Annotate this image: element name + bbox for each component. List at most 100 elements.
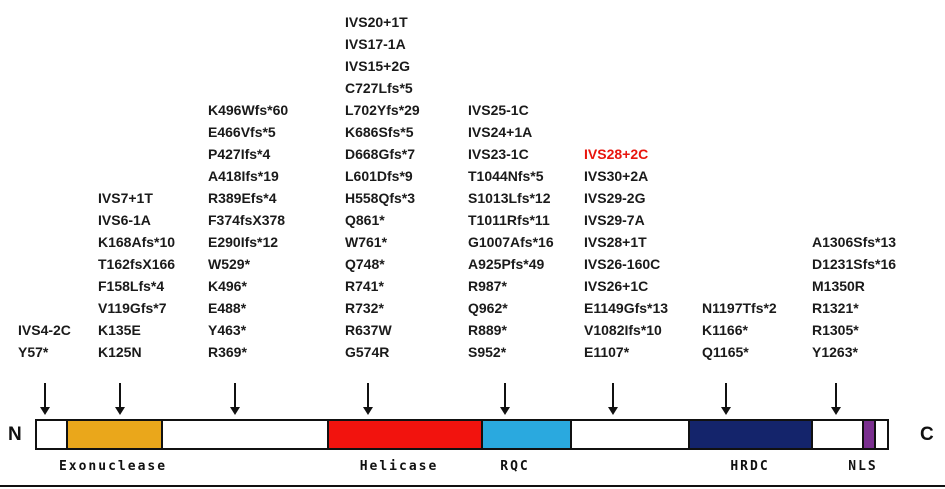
mutation-label: Y463* (208, 322, 247, 338)
mutation-label: V119Gfs*7 (98, 300, 167, 316)
mutation-label: K168Afs*10 (98, 234, 176, 250)
mutation-label: F158Lfs*4 (98, 278, 165, 294)
mutation-label: R637W (345, 322, 392, 338)
mutation-label: P427Ifs*4 (208, 146, 271, 162)
mutation-label: W761* (345, 234, 388, 250)
domain-helicase (327, 419, 483, 450)
mutation-label: G1007Afs*16 (468, 234, 554, 250)
domain-exonuclease (66, 419, 163, 450)
c-terminus-label: C (920, 424, 934, 445)
mutation-label: F374fsX378 (208, 212, 286, 228)
mutation-label: IVS7+1T (98, 190, 153, 206)
mutation-label: IVS24+1A (468, 124, 533, 140)
mutation-label: IVS23-1C (468, 146, 529, 162)
mutation-label: C727Lfs*5 (345, 80, 413, 96)
mutation-label: Y1263* (812, 344, 858, 360)
mutation-label: IVS17-1A (345, 36, 406, 52)
mutation-label: IVS28+2C (584, 146, 649, 162)
mutation-label: IVS6-1A (98, 212, 151, 228)
domain-label-nls: NLS (848, 459, 878, 474)
mutation-label: D668Gfs*7 (345, 146, 416, 162)
down-arrow-icon (114, 383, 126, 415)
mutation-column-8: A1306Sfs*13 D1231Sfs*16 M1350R R1321* R1305*… (812, 231, 896, 363)
mutation-label: R732* (345, 300, 384, 316)
mutation-label: Q962* (468, 300, 508, 316)
mutation-label: H558Qfs*3 (345, 190, 416, 206)
mutation-label: R1305* (812, 322, 859, 338)
n-terminus-label: N (8, 424, 22, 445)
mutation-label: T162fsX166 (98, 256, 176, 272)
mutation-column-3: K496Wfs*60 E466Vfs*5 P427Ifs*4 A418Ifs*19 R3… (208, 99, 288, 363)
mutation-label: E1107* (584, 344, 630, 360)
mutation-label: K496* (208, 278, 247, 294)
mutation-label: K125N (98, 344, 142, 360)
domain-label-helicase: Helicase (359, 459, 439, 474)
domain-rqc (481, 419, 572, 450)
mutation-label: R987* (468, 278, 507, 294)
down-arrow-icon (39, 383, 51, 415)
down-arrow-icon (362, 383, 374, 415)
mutation-label: IVS20+1T (345, 14, 408, 30)
mutation-label: Q1165* (702, 344, 749, 360)
mutation-label: IVS28+1T (584, 234, 647, 250)
mutation-label: IVS26-160C (584, 256, 661, 272)
mutation-label: A925Pfs*49 (468, 256, 545, 272)
mutation-label: G574R (345, 344, 390, 360)
mutation-label: IVS29-2G (584, 190, 646, 206)
domain-label-hrdc: HRDC (730, 459, 770, 474)
mutation-label: K1166* (702, 322, 748, 338)
mutation-label: R389Efs*4 (208, 190, 277, 206)
mutation-label: D1231Sfs*16 (812, 256, 897, 272)
mutation-label: R1321* (812, 300, 859, 316)
mutation-label: K686Sfs*5 (345, 124, 414, 140)
mutation-label: V1082Ifs*10 (584, 322, 662, 338)
mutation-column-1: IVS4-2C Y57* (18, 319, 71, 363)
mutation-label: E466Vfs*5 (208, 124, 276, 140)
mutation-label: R741* (345, 278, 384, 294)
mutation-label: K135E (98, 322, 141, 338)
domain-label-rqc: RQC (500, 459, 530, 474)
mutation-label: W529* (208, 256, 251, 272)
mutation-label: IVS25-1C (468, 102, 529, 118)
mutation-label: L601Dfs*9 (345, 168, 413, 184)
mutation-label: R369* (208, 344, 247, 360)
down-arrow-icon (720, 383, 732, 415)
mutation-label: A418Ifs*19 (208, 168, 279, 184)
protein-bar (35, 419, 889, 450)
mutation-label: K496Wfs*60 (208, 102, 289, 118)
mutation-label: IVS29-7A (584, 212, 645, 228)
mutation-column-5: IVS25-1C IVS24+1A IVS23-1C T1044Nfs*5 S1013L… (468, 99, 554, 363)
mutation-label: E488* (208, 300, 247, 316)
mutation-label: IVS30+2A (584, 168, 649, 184)
mutation-label: R889* (468, 322, 507, 338)
mutation-label: Y57* (18, 344, 49, 360)
domain-nls (862, 419, 876, 450)
mutation-label: S1013Lfs*12 (468, 190, 551, 206)
mutation-column-2: IVS7+1T IVS6-1A K168Afs*10 T162fsX166 F158Lf… (98, 187, 175, 363)
mutation-column-7: N1197Tfs*2 K1166* Q1165* (702, 297, 777, 363)
down-arrow-icon (229, 383, 241, 415)
down-arrow-icon (607, 383, 619, 415)
mutation-label: S952* (468, 344, 507, 360)
mutation-label: T1011Rfs*11 (468, 212, 550, 228)
domain-hrdc (688, 419, 813, 450)
mutation-label: Q861* (345, 212, 385, 228)
mutation-label: IVS4-2C (18, 322, 71, 338)
mutation-label: E290Ifs*12 (208, 234, 279, 250)
mutation-column-6: IVS28+2C IVS30+2A IVS29-2G IVS29-7A IVS28+1T… (584, 143, 668, 363)
mutation-label: IVS15+2G (345, 58, 410, 74)
mutation-label: E1149Gfs*13 (584, 300, 669, 316)
mutation-label: IVS26+1C (584, 278, 649, 294)
down-arrow-icon (830, 383, 842, 415)
bottom-divider (0, 485, 945, 487)
down-arrow-icon (499, 383, 511, 415)
domain-label-exonuclease: Exonuclease (58, 459, 168, 474)
mutation-label: M1350R (812, 278, 865, 294)
mutation-label: Q748* (345, 256, 385, 272)
mutation-column-4: IVS20+1T IVS17-1A IVS15+2G C727Lfs*5 L702Yfs… (345, 11, 420, 363)
mutation-label: N1197Tfs*2 (702, 300, 777, 316)
mutation-label: L702Yfs*29 (345, 102, 420, 118)
mutation-label: A1306Sfs*13 (812, 234, 897, 250)
mutation-label: T1044Nfs*5 (468, 168, 544, 184)
